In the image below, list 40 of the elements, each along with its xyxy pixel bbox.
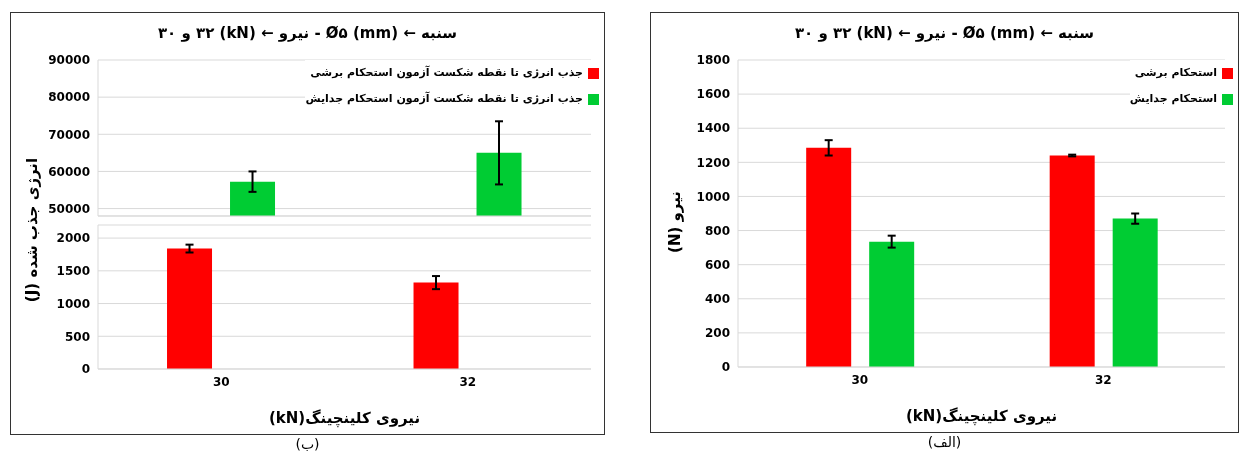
y-tick-label: 500 xyxy=(64,329,90,344)
y-axis-title: نیرو (N) xyxy=(666,191,684,253)
x-tick-label: 30 xyxy=(212,374,230,389)
legend-label: استحکام جدایش xyxy=(1129,91,1217,107)
text: (الف) xyxy=(926,434,963,451)
y-tick-label: 0 xyxy=(81,362,90,377)
y-tick-label: 1800 xyxy=(696,53,730,68)
bar xyxy=(806,147,852,367)
y-tick-label: 1500 xyxy=(56,264,90,279)
y-tick-label: 50000 xyxy=(48,201,90,216)
y-tick-label: 400 xyxy=(704,292,730,307)
x-tick-label: 32 xyxy=(1094,372,1112,387)
text: (ب) xyxy=(294,436,321,453)
y-tick-label: 1000 xyxy=(56,296,90,311)
y-tick-label: 0 xyxy=(721,360,730,375)
y-tick-label: 1000 xyxy=(696,189,730,204)
y-tick-label: 800 xyxy=(704,223,730,238)
bar xyxy=(869,241,915,367)
bar xyxy=(1112,218,1158,367)
y-tick-label: 2000 xyxy=(56,231,90,246)
y-tick-label: 80000 xyxy=(48,90,90,105)
chart-title: سنبه ← (mm) Ø۵ - نیرو ← (kN) ۳۲ و ۳۰ xyxy=(793,24,1096,42)
x-axis-title: نیروی کلینچینگ(kN) xyxy=(267,409,422,427)
y-tick-label: 1600 xyxy=(696,87,730,102)
legend-label: جذب انرژی تا نقطه شکست آزمون استحکام جدایش xyxy=(305,90,583,107)
y-tick-label: 1200 xyxy=(696,155,730,170)
y-tick-label: 90000 xyxy=(48,53,90,68)
x-tick-label: 32 xyxy=(459,374,477,389)
y-tick-label: 600 xyxy=(704,257,730,272)
x-axis-title: نیروی کلینچینگ(kN) xyxy=(904,407,1059,425)
legend-label: استحکام برشی xyxy=(1134,65,1217,81)
x-tick-label: 30 xyxy=(851,372,869,387)
y-axis-title: انرژی جذب شده (J) xyxy=(23,157,41,303)
legend-label: جذب انرژی تا نقطه شکست آزمون استحکام برشی xyxy=(310,64,583,81)
y-tick-label: 1400 xyxy=(696,121,730,136)
bar xyxy=(1049,155,1095,367)
y-tick-label: 70000 xyxy=(48,127,90,142)
chart-title: سنبه ← (mm) Ø۵ - نیرو ← (kN) ۳۲ و ۳۰ xyxy=(156,24,459,42)
y-tick-label: 200 xyxy=(704,326,730,341)
y-tick-label: 60000 xyxy=(48,164,90,179)
